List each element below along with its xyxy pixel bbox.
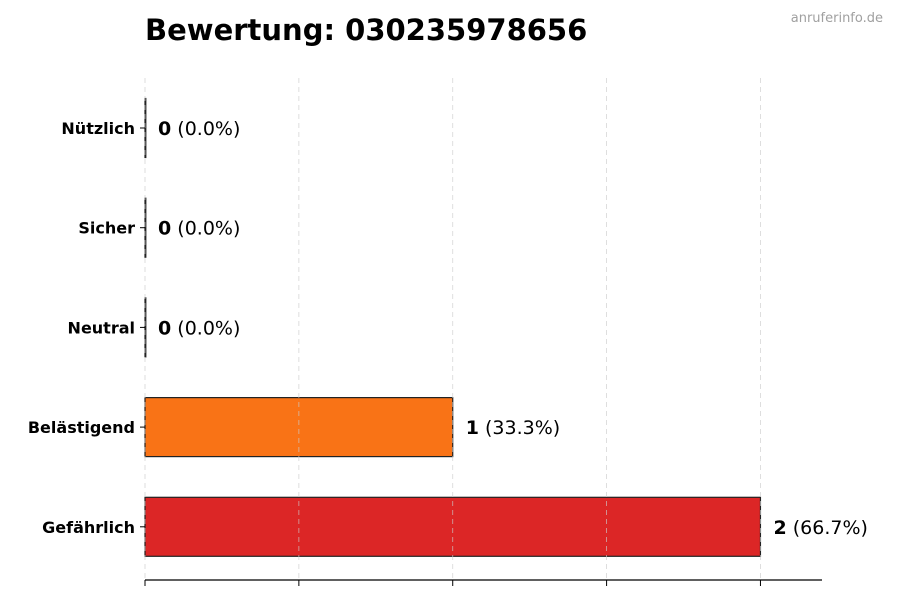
value-label-2: 0 (0.0%) <box>158 317 240 339</box>
category-label-1: Sicher <box>78 219 135 238</box>
percent-4: (66.7%) <box>793 517 868 539</box>
value-label-1: 0 (0.0%) <box>158 218 240 240</box>
percent-2: (0.0%) <box>177 317 240 339</box>
count-0: 0 <box>158 118 171 140</box>
category-label-0: Nützlich <box>61 119 135 138</box>
percent-0: (0.0%) <box>177 118 240 140</box>
percent-3: (33.3%) <box>485 417 560 439</box>
chart-title: Bewertung: 030235978656 <box>145 13 587 47</box>
value-label-4: 2 (66.7%) <box>773 517 867 539</box>
count-3: 1 <box>466 417 479 439</box>
count-1: 0 <box>158 218 171 240</box>
watermark: anruferinfo.de <box>791 11 883 26</box>
count-2: 0 <box>158 317 171 339</box>
category-label-2: Neutral <box>68 318 135 337</box>
value-label-0: 0 (0.0%) <box>158 118 240 140</box>
category-label-4: Gefährlich <box>42 518 135 537</box>
count-4: 2 <box>773 517 786 539</box>
value-label-3: 1 (33.3%) <box>466 417 560 439</box>
percent-1: (0.0%) <box>177 218 240 240</box>
category-label-3: Belästigend <box>28 418 135 437</box>
bar-3 <box>144 397 454 458</box>
